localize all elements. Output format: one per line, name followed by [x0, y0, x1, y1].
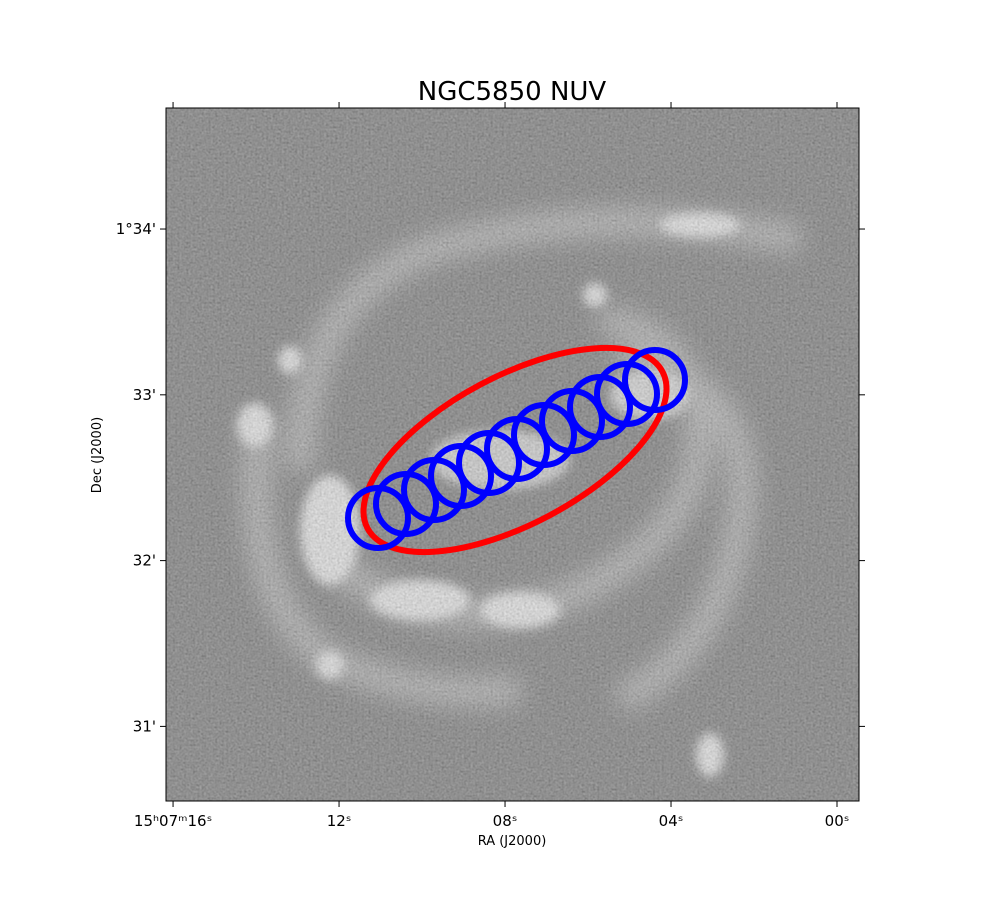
y-tick-label: 1°34'	[116, 220, 156, 238]
x-tick-label: 12ˢ	[327, 812, 352, 830]
x-tick-label: 08ˢ	[493, 812, 518, 830]
axes-frame	[165, 107, 860, 802]
x-axis-label: RA (J2000)	[478, 834, 547, 849]
y-tick-label: 32'	[133, 552, 156, 570]
y-axis-label: Dec (J2000)	[90, 417, 105, 493]
aperture-ellipse	[360, 344, 670, 556]
x-tick-label: 04ˢ	[659, 812, 684, 830]
x-tick-label: 00ˢ	[825, 812, 850, 830]
x-tick-label: 15ʰ07ᵐ16ˢ	[134, 812, 212, 830]
y-tick-label: 33'	[133, 386, 156, 404]
y-tick-label: 31'	[133, 717, 156, 735]
sky-image	[166, 108, 859, 801]
aperture-circles	[345, 347, 688, 551]
chart-title: NGC5850 NUV	[418, 77, 607, 107]
